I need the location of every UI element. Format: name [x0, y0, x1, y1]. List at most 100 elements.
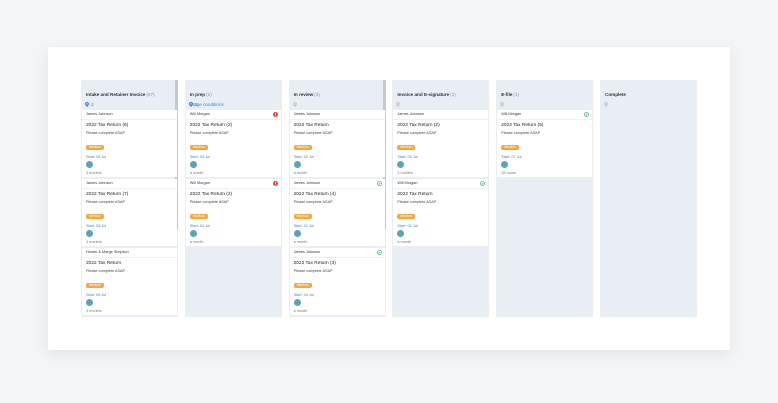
column-header: Complete: [600, 80, 697, 110]
task-card[interactable]: James Johnson 2022 Tax Return (3) Please c…: [289, 248, 385, 315]
done-icon: [376, 181, 382, 186]
filter[interactable]: [292, 102, 297, 107]
done-icon: [480, 181, 486, 186]
task-age: a month: [189, 171, 204, 175]
column: Complete: [600, 80, 697, 317]
task-note: Please complete ASAP: [397, 200, 437, 204]
task-card[interactable]: James Johnson 2022 Tax Return (2) Please c…: [393, 110, 489, 177]
priority-badge: Medium: [86, 144, 105, 150]
priority-badge: Medium: [293, 282, 312, 288]
assignee-avatar: [189, 230, 197, 237]
task-age: a month: [293, 309, 308, 313]
column-count: (3): [314, 92, 320, 97]
task-age: 2 months: [397, 171, 414, 175]
column-count: (87): [146, 92, 155, 97]
task-title: 2022 Tax Return (5): [501, 123, 544, 128]
assignee-avatar: [86, 161, 93, 168]
assignee-avatar: [397, 161, 405, 168]
task-note: Please complete ASAP: [293, 200, 333, 204]
start-date: Start: 06 Jul: [86, 293, 107, 297]
priority-badge: Medium: [189, 144, 208, 150]
task-card[interactable]: James Johnson 2022 Tax Return Please compl…: [289, 110, 385, 177]
start-date: Start: 01 Jul: [293, 224, 314, 228]
alert-icon: [272, 112, 278, 117]
filter-icon: [604, 102, 608, 107]
task-note: Please complete ASAP: [86, 269, 126, 273]
client-name: James Johnson: [289, 110, 385, 120]
task-card[interactable]: James Johnson 2022 Tax Return (7) Please c…: [82, 179, 177, 246]
task-title: 2022 Tax Return (2): [189, 192, 233, 197]
column-title: In review: [293, 92, 314, 97]
priority-badge: Medium: [397, 213, 416, 219]
done-icon: [376, 250, 382, 255]
filter[interactable]: 2: [188, 102, 197, 107]
task-title: 2022 Tax Return (2): [397, 123, 440, 128]
client-name: Will Morgan: [185, 110, 281, 120]
priority-badge: Medium: [86, 282, 105, 288]
task-card[interactable]: Will Morgan 2022 Tax Return (2) Please com…: [185, 110, 281, 177]
filter[interactable]: [604, 102, 608, 107]
filter-icon: [396, 102, 401, 107]
task-card[interactable]: Homer & Marge Simpson 2022 Tax Return Plea…: [82, 248, 177, 315]
assignee-avatar: [293, 299, 301, 306]
priority-badge: Medium: [293, 144, 312, 150]
task-card[interactable]: James Johnson 2022 Tax Return (6) Please c…: [82, 110, 177, 177]
column-header: Invoice and E-signature(2): [392, 80, 489, 110]
filter[interactable]: 2: [85, 102, 94, 107]
client-name: James Johnson: [393, 110, 489, 120]
column-header: In prep(2) Stage conditions 2: [185, 80, 282, 110]
kanban-board: Intake and Retainer Invoice(87) 2 James Jo…: [81, 80, 697, 317]
client-name: James Johnson: [289, 179, 385, 189]
task-title: 2022 Tax Return: [293, 123, 329, 128]
task-card[interactable]: Will Morgan 2022 Tax Return Please complet…: [393, 179, 489, 246]
stage-conditions-link[interactable]: Stage conditions: [189, 102, 224, 107]
done-icon: [584, 112, 590, 117]
task-note: Please complete ASAP: [293, 131, 333, 135]
task-note: Please complete ASAP: [293, 269, 333, 273]
task-card[interactable]: Will Morgan 2022 Tax Return (2) Please com…: [185, 179, 281, 246]
start-date: Start: 05 Jul: [397, 155, 418, 159]
filter[interactable]: [396, 102, 401, 107]
assignee-avatar: [293, 230, 301, 237]
start-date: Start: 02 Jul: [293, 155, 314, 159]
filter-icon: [85, 102, 89, 107]
task-card[interactable]: James Johnson 2022 Tax Return (4) Please c…: [289, 179, 385, 246]
task-age: 3 months: [86, 240, 102, 244]
task-title: 2022 Tax Return: [86, 261, 122, 266]
task-note: Please complete ASAP: [189, 200, 229, 204]
client-name: James Johnson: [289, 248, 385, 258]
column-count: (1): [513, 92, 520, 97]
task-note: Please complete ASAP: [189, 131, 229, 135]
assignee-avatar: [397, 230, 405, 237]
column: In prep(2) Stage conditions 2 Will Morgan 20…: [184, 80, 282, 317]
start-date: Start: 04 Jul: [293, 293, 314, 297]
client-name: Homer & Marge Simpson: [82, 248, 177, 258]
priority-badge: Medium: [293, 213, 312, 219]
task-age: 3 months: [86, 309, 102, 313]
task-note: Please complete ASAP: [86, 131, 126, 135]
assignee-avatar: [86, 230, 93, 237]
alert-icon: [272, 181, 278, 186]
start-date: Start: 01 Jul: [397, 224, 418, 228]
priority-badge: Medium: [397, 144, 416, 150]
assignee-avatar: [293, 161, 301, 168]
priority-badge: Medium: [501, 144, 520, 150]
filter[interactable]: [500, 102, 505, 107]
column: Intake and Retainer Invoice(87) 2 James Jo…: [81, 80, 178, 317]
column-count: (2): [206, 92, 212, 97]
column-header: In review(3): [289, 80, 386, 110]
task-age: a month: [293, 240, 308, 244]
task-age: a month: [397, 240, 412, 244]
task-title: 2022 Tax Return (3): [293, 261, 336, 266]
column-title: Invoice and E-signature: [397, 92, 450, 97]
task-title: 2022 Tax Return (4): [293, 192, 336, 197]
task-title: 2022 Tax Return (2): [189, 123, 233, 128]
task-age: 15 hours: [501, 171, 516, 175]
panel: Intake and Retainer Invoice(87) 2 James Jo…: [48, 47, 730, 350]
task-card[interactable]: Will Morgan 2022 Tax Return (5) Please com…: [497, 110, 593, 177]
start-date: Start: 03 Jul: [189, 155, 211, 159]
filter-icon: [500, 102, 505, 107]
task-title: 2022 Tax Return: [397, 192, 433, 197]
column: In review(3) James Johnson 2022 Tax Return…: [288, 80, 386, 317]
